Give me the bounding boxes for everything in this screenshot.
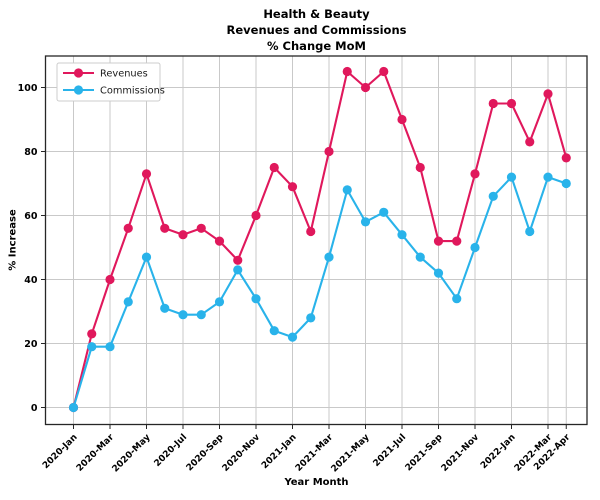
commissions-data-point [196, 310, 206, 320]
commissions-data-point [287, 332, 298, 342]
y-tick-label: 80 [24, 147, 38, 158]
commissions-data-point [68, 402, 79, 413]
legend-marker-dot [73, 68, 84, 78]
revenues-data-point [251, 210, 261, 221]
commissions-data-point [561, 178, 571, 189]
x-tick-label: 2021-May [330, 432, 372, 474]
x-tick-label: 2020-Sep [185, 432, 226, 473]
revenues-data-point [506, 98, 517, 109]
title-line-3: % Change MoM [267, 39, 366, 53]
commissions-data-point [360, 217, 371, 227]
revenues-data-point [287, 182, 298, 192]
revenues-data-point [324, 146, 334, 157]
title-line-2: Revenues and Commissions [226, 23, 407, 37]
x-tick-label: 2020-May [111, 432, 153, 474]
commissions-data-point [141, 252, 152, 262]
commissions-data-point [269, 326, 279, 336]
commissions-data-point [87, 342, 97, 352]
commissions-data-point [470, 242, 480, 253]
y-tick-label: 100 [18, 83, 38, 94]
commissions-data-point [123, 297, 133, 307]
y-tick-label: 20 [24, 339, 38, 350]
commissions-data-point [105, 342, 115, 352]
legend-marker-dot [73, 85, 84, 95]
y-axis-label: % Increase [7, 209, 19, 271]
revenues-data-point [160, 223, 170, 233]
title-line-1: Health & Beauty [263, 7, 370, 21]
commissions-data-point [543, 172, 553, 182]
legend-label: Revenues [100, 69, 148, 80]
revenues-data-point [233, 255, 243, 265]
revenues-data-point [415, 162, 425, 173]
revenues-data-point [342, 66, 352, 77]
commissions-data-point [178, 310, 188, 320]
x-tick-label: 2021-Jan [260, 433, 299, 472]
legend: Revenues Commissions [56, 62, 165, 102]
x-tick-label: 2020-Nov [221, 432, 262, 473]
revenues-data-point [470, 169, 480, 179]
commissions-data-point [415, 252, 425, 262]
x-tick-label: 2022-Jan [479, 433, 518, 472]
revenues-data-point [397, 114, 407, 125]
commissions-data-point [233, 265, 243, 275]
revenues-series [68, 66, 571, 413]
commissions-data-point [379, 207, 389, 217]
revenues-data-point [360, 82, 371, 93]
x-tick-label: 2020-Jan [41, 433, 80, 472]
axis-ticks [41, 87, 567, 429]
x-tick-label: 2020-Jul [153, 433, 190, 470]
revenues-data-point [543, 89, 553, 99]
revenues-data-point [269, 162, 279, 173]
commissions-data-point [525, 226, 535, 237]
legend-label: Commissions [100, 86, 165, 97]
revenues-data-point [141, 169, 152, 179]
x-tick-label: 2021-Nov [440, 432, 481, 473]
commissions-data-point [324, 252, 334, 262]
gridlines [45, 56, 587, 425]
commissions-data-point [488, 191, 498, 201]
commissions-data-point [214, 297, 225, 307]
commissions-data-point [397, 230, 407, 240]
commissions-data-point [251, 294, 261, 304]
y-tick-label: 40 [24, 275, 38, 286]
commissions-series [68, 172, 571, 413]
commissions-data-point [160, 303, 170, 313]
revenues-data-point [488, 98, 498, 109]
revenues-data-point [525, 137, 535, 147]
commissions-data-point [433, 268, 444, 278]
revenues-data-point [178, 230, 188, 240]
x-tick-label: 2021-Sep [404, 432, 445, 473]
revenues-data-point [105, 274, 115, 285]
commissions-data-point [452, 294, 462, 304]
revenues-data-point [452, 236, 462, 246]
revenues-data-point [306, 226, 316, 237]
revenues-data-point [87, 329, 97, 339]
commissions-data-point [306, 313, 316, 323]
plot-border [44, 55, 588, 426]
x-tick-label: 2021-Jul [372, 433, 409, 470]
chart-title: Health & Beauty Revenues and Commissions… [46, 6, 587, 54]
commissions-line [72, 176, 567, 408]
revenues-data-point [379, 66, 389, 77]
revenues-line [72, 70, 568, 408]
revenues-data-point [214, 236, 225, 246]
commissions-data-point [506, 172, 517, 182]
revenues-data-point [196, 223, 206, 233]
revenues-data-point [561, 153, 571, 163]
y-tick-label: 0 [31, 403, 38, 414]
revenues-data-point [433, 236, 444, 246]
x-axis-label: Year Month [284, 477, 349, 488]
y-tick-label: 60 [24, 211, 38, 222]
commissions-data-point [342, 185, 352, 195]
revenues-data-point [123, 223, 133, 233]
y-tick-labels: 0 20 40 60 80 100 [18, 83, 38, 414]
